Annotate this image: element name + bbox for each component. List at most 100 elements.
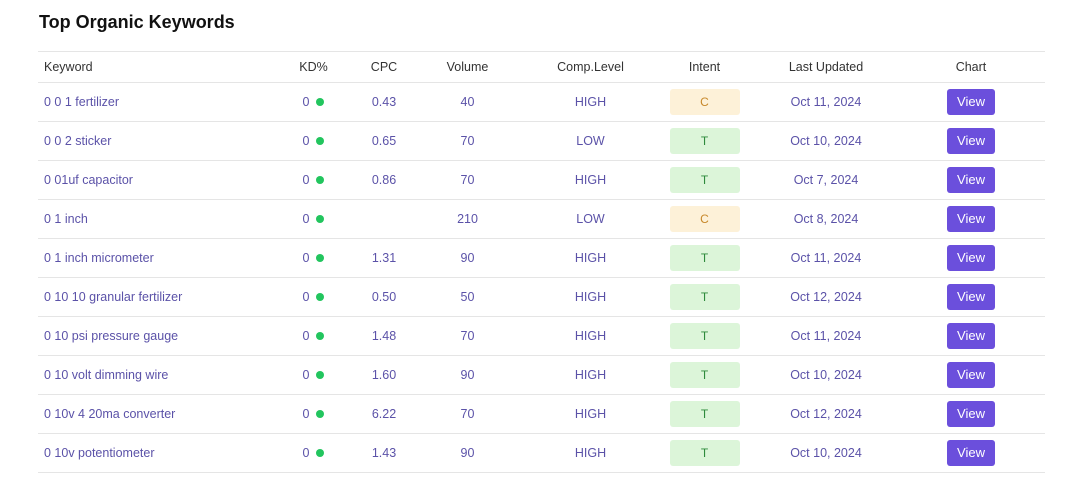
keyword-cell[interactable]: 0 10v potentiometer	[38, 433, 267, 473]
intent-cell: T	[654, 394, 755, 434]
intent-badge: T	[669, 362, 740, 388]
column-header-kd[interactable]: KD%	[267, 51, 360, 83]
table-row: 0 0 2 sticker 0 0.65 70 LOW T Oct 10, 2024 View	[38, 121, 1045, 161]
keyword-cell[interactable]: 0 0 1 fertilizer	[38, 82, 267, 122]
table-row: 0 0 1 fertilizer 0 0.43 40 HIGH C Oct 11, 2024…	[38, 82, 1045, 122]
chart-cell: View	[897, 238, 1045, 278]
last-updated-cell: Oct 7, 2024	[755, 160, 897, 200]
intent-cell: T	[654, 160, 755, 200]
last-updated-cell: Oct 12, 2024	[755, 394, 897, 434]
view-chart-button[interactable]: View	[947, 128, 995, 154]
keyword-cell[interactable]: 0 10 10 granular fertilizer	[38, 277, 267, 317]
chart-cell: View	[897, 433, 1045, 473]
last-updated-cell: Oct 11, 2024	[755, 316, 897, 356]
comp-level-cell: LOW	[527, 121, 654, 161]
kd-status-dot-icon	[316, 98, 325, 106]
keyword-link[interactable]: 0 01uf capacitor	[44, 173, 133, 187]
kd-status-dot-icon	[316, 332, 325, 340]
column-header-chart: Chart	[897, 51, 1045, 83]
intent-cell: T	[654, 121, 755, 161]
chart-cell: View	[897, 355, 1045, 395]
keyword-link[interactable]: 0 10 psi pressure gauge	[44, 329, 179, 343]
column-header-intent[interactable]: Intent	[654, 51, 755, 83]
keyword-cell[interactable]: 0 0 2 sticker	[38, 121, 267, 161]
volume-cell: 210	[408, 199, 527, 239]
keyword-cell[interactable]: 0 10 psi pressure gauge	[38, 316, 267, 356]
kd-value: 0	[302, 329, 310, 343]
intent-badge: C	[669, 206, 740, 232]
kd-value: 0	[302, 407, 310, 421]
column-header-comp-level[interactable]: Comp.Level	[527, 51, 654, 83]
view-chart-button[interactable]: View	[947, 206, 995, 232]
view-chart-button[interactable]: View	[947, 362, 995, 388]
cpc-cell: 1.31	[360, 238, 408, 278]
kd-cell: 0	[267, 238, 360, 278]
chart-cell: View	[897, 394, 1045, 434]
keyword-link[interactable]: 0 10v potentiometer	[44, 446, 155, 460]
volume-cell: 90	[408, 238, 527, 278]
kd-value: 0	[302, 251, 310, 265]
last-updated-cell: Oct 11, 2024	[755, 82, 897, 122]
chart-cell: View	[897, 277, 1045, 317]
keyword-link[interactable]: 0 1 inch micrometer	[44, 251, 154, 265]
comp-level-cell: HIGH	[527, 238, 654, 278]
intent-badge: T	[669, 128, 740, 154]
comp-level-cell: HIGH	[527, 355, 654, 395]
view-chart-button[interactable]: View	[947, 284, 995, 310]
view-chart-button[interactable]: View	[947, 401, 995, 427]
comp-level-cell: HIGH	[527, 277, 654, 317]
view-chart-button[interactable]: View	[947, 323, 995, 349]
cpc-cell: 6.22	[360, 394, 408, 434]
view-chart-button[interactable]: View	[947, 440, 995, 466]
keyword-cell[interactable]: 0 01uf capacitor	[38, 160, 267, 200]
intent-badge: T	[669, 440, 740, 466]
kd-cell: 0	[267, 277, 360, 317]
view-chart-button[interactable]: View	[947, 167, 995, 193]
keyword-link[interactable]: 0 0 1 fertilizer	[44, 95, 120, 109]
keyword-cell[interactable]: 0 10 volt dimming wire	[38, 355, 267, 395]
cpc-cell: 1.60	[360, 355, 408, 395]
kd-status-dot-icon	[316, 371, 325, 379]
column-header-last-updated[interactable]: Last Updated	[755, 51, 897, 83]
intent-badge: T	[669, 245, 740, 271]
kd-status-dot-icon	[316, 410, 325, 418]
volume-cell: 40	[408, 82, 527, 122]
column-header-keyword[interactable]: Keyword	[38, 51, 267, 83]
chart-cell: View	[897, 316, 1045, 356]
volume-cell: 90	[408, 433, 527, 473]
column-header-volume[interactable]: Volume	[408, 51, 527, 83]
column-header-cpc[interactable]: CPC	[360, 51, 408, 83]
table-row: 0 10v 4 20ma converter 0 6.22 70 HIGH T Oct 12…	[38, 394, 1045, 434]
comp-level-cell: HIGH	[527, 316, 654, 356]
keyword-cell[interactable]: 0 1 inch micrometer	[38, 238, 267, 278]
volume-cell: 50	[408, 277, 527, 317]
kd-cell: 0	[267, 160, 360, 200]
intent-cell: T	[654, 355, 755, 395]
comp-level-cell: LOW	[527, 199, 654, 239]
comp-level-cell: HIGH	[527, 82, 654, 122]
keyword-link[interactable]: 0 1 inch	[44, 212, 88, 226]
keyword-link[interactable]: 0 0 2 sticker	[44, 134, 112, 148]
cpc-cell	[360, 199, 408, 239]
volume-cell: 70	[408, 316, 527, 356]
keyword-link[interactable]: 0 10v 4 20ma converter	[44, 407, 176, 421]
kd-status-dot-icon	[316, 254, 325, 262]
kd-cell: 0	[267, 355, 360, 395]
intent-cell: T	[654, 277, 755, 317]
last-updated-cell: Oct 10, 2024	[755, 433, 897, 473]
table-row: 0 01uf capacitor 0 0.86 70 HIGH T Oct 7, 2024 V…	[38, 160, 1045, 200]
kd-status-dot-icon	[316, 293, 325, 301]
view-chart-button[interactable]: View	[947, 89, 995, 115]
kd-cell: 0	[267, 121, 360, 161]
keyword-cell[interactable]: 0 1 inch	[38, 199, 267, 239]
keyword-cell[interactable]: 0 10v 4 20ma converter	[38, 394, 267, 434]
cpc-cell: 1.43	[360, 433, 408, 473]
last-updated-cell: Oct 8, 2024	[755, 199, 897, 239]
table-row: 0 1 inch 0 210 LOW C Oct 8, 2024 View	[38, 199, 1045, 239]
table-row: 0 1 inch micrometer 0 1.31 90 HIGH T Oct 11, 2…	[38, 238, 1045, 278]
table-body: 0 0 1 fertilizer 0 0.43 40 HIGH C Oct 11, 2024…	[38, 82, 1045, 473]
keyword-link[interactable]: 0 10 volt dimming wire	[44, 368, 169, 382]
kd-cell: 0	[267, 82, 360, 122]
view-chart-button[interactable]: View	[947, 245, 995, 271]
keyword-link[interactable]: 0 10 10 granular fertilizer	[44, 290, 183, 304]
